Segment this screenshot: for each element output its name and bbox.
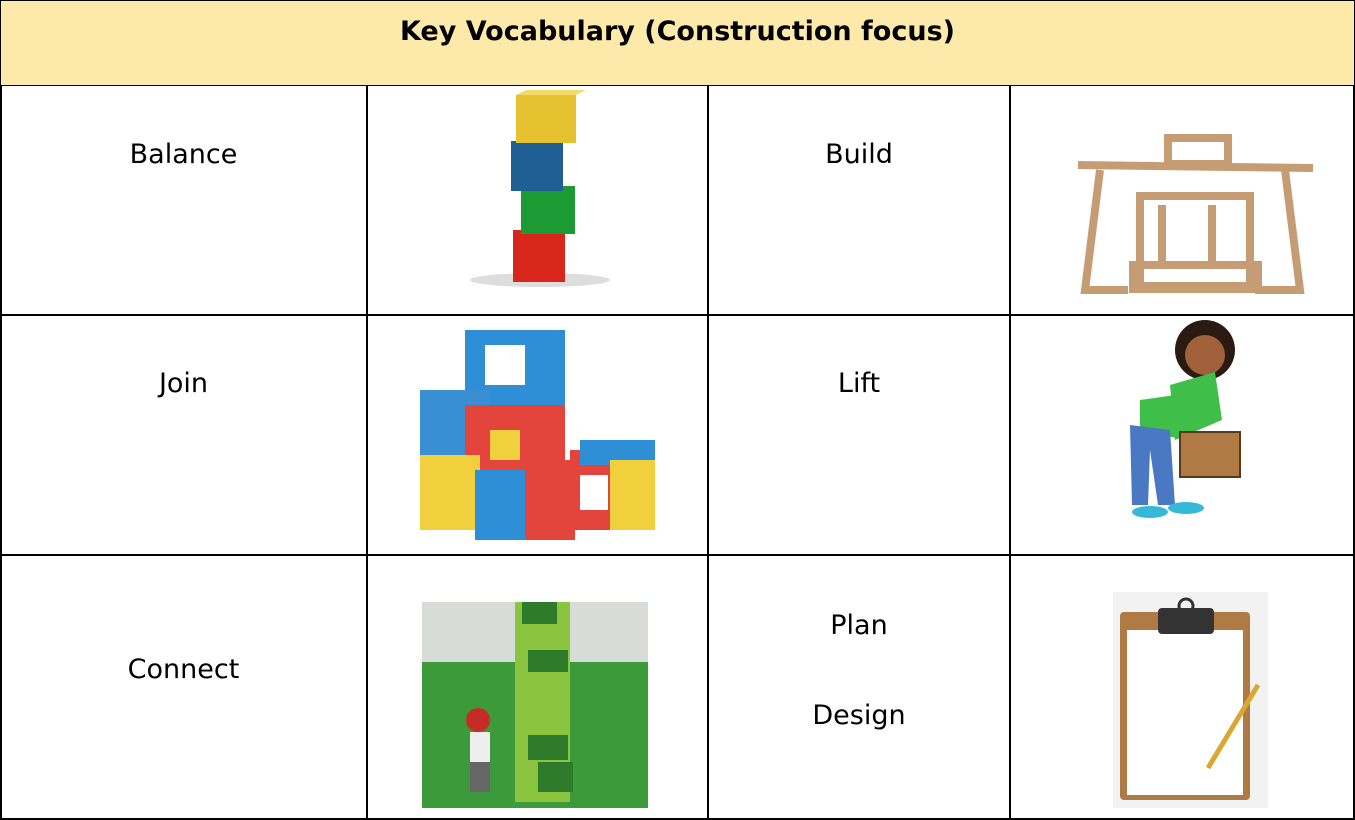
border: [0, 818, 1355, 820]
border: [1009, 85, 1011, 820]
word: Plan: [830, 610, 888, 641]
border: [0, 85, 2, 820]
table-title: Key Vocabulary (Construction focus): [399, 16, 955, 47]
balance-blocks: [470, 90, 610, 287]
lego-tower: [422, 602, 648, 808]
word: Lift: [837, 368, 881, 399]
border: [0, 314, 1355, 316]
border: [0, 554, 1355, 556]
girl-lifting: [1130, 320, 1241, 518]
word: Balance: [129, 139, 238, 170]
word: Join: [158, 368, 209, 399]
border: [707, 85, 709, 820]
header-row: [0, 0, 1355, 86]
word: Design: [812, 700, 906, 731]
clipboard: [1113, 592, 1268, 808]
word: Connect: [127, 654, 240, 685]
word: Build: [825, 139, 893, 170]
waffle-blocks: [420, 330, 655, 540]
border: [1353, 85, 1355, 820]
wooden-frames: [1077, 134, 1314, 294]
border: [366, 85, 368, 820]
